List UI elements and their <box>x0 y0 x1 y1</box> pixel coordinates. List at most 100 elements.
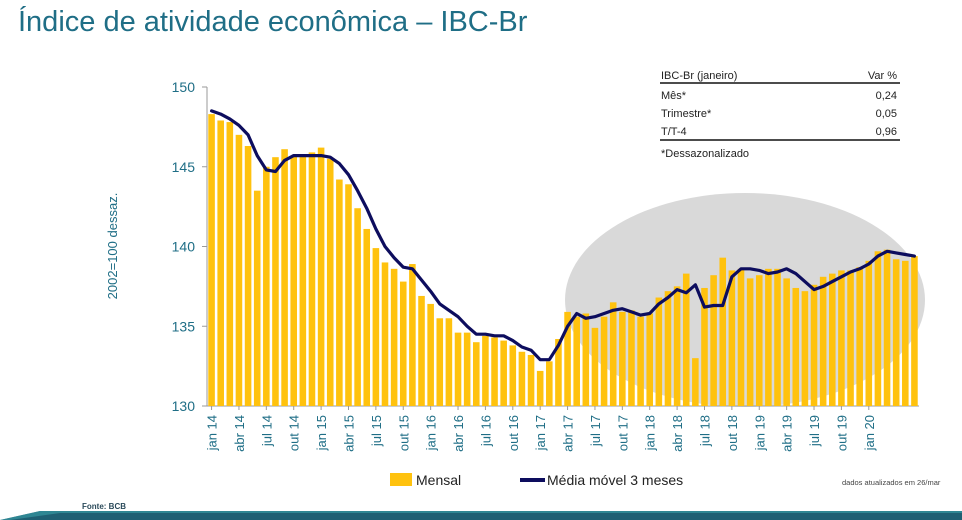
bar <box>317 147 325 407</box>
bar <box>619 311 626 406</box>
bar <box>235 134 243 406</box>
bar <box>892 259 900 406</box>
bar <box>454 332 462 406</box>
bar <box>564 311 571 406</box>
bar <box>253 190 261 406</box>
x-tick-label: abr 18 <box>670 415 685 452</box>
bar <box>819 276 827 406</box>
bar <box>208 114 215 407</box>
bar <box>445 318 453 406</box>
bar <box>491 337 498 406</box>
x-tick-label: jan 17 <box>533 415 548 451</box>
bar <box>390 268 398 406</box>
x-tick-label: abr 19 <box>780 415 795 452</box>
bar <box>472 342 480 406</box>
bar <box>701 287 708 406</box>
legend-bar-label: Mensal <box>416 472 461 488</box>
legend-bar-swatch <box>390 473 412 486</box>
source-note: Fonte: BCB <box>82 502 126 511</box>
x-tick-label: out 15 <box>396 415 411 451</box>
x-tick-label: out 18 <box>725 415 740 451</box>
x-tick-label: jan 19 <box>752 415 767 451</box>
bar <box>673 286 681 406</box>
bar <box>664 291 672 406</box>
x-tick-label: abr 16 <box>451 415 466 452</box>
bar <box>792 287 800 406</box>
bar <box>427 303 434 406</box>
bar <box>345 184 352 406</box>
x-tick-label: jan 20 <box>862 415 877 451</box>
x-tick-label: out 19 <box>834 415 849 451</box>
x-tick-label: jul 15 <box>369 415 384 447</box>
bar <box>783 278 790 406</box>
bar <box>737 268 745 406</box>
info-table-footnote: *Dessazonalizado <box>661 148 749 160</box>
bar <box>436 318 444 406</box>
bar <box>765 268 772 406</box>
bar <box>637 316 644 406</box>
x-tick-label: abr 15 <box>342 415 357 452</box>
bar <box>399 281 407 406</box>
x-tick-label: jul 19 <box>807 415 822 447</box>
bar <box>865 260 873 406</box>
bar <box>600 316 608 406</box>
legend-line-label: Média móvel 3 meses <box>547 472 683 488</box>
x-tick-label: jul 16 <box>478 415 493 447</box>
bar <box>409 264 416 406</box>
bar <box>381 262 389 406</box>
bar <box>692 358 699 406</box>
y-axis-label: 2002=100 dessaz. <box>105 193 120 300</box>
info-table-row-value: 0,96 <box>876 126 897 138</box>
bar <box>463 332 471 406</box>
bar <box>883 249 891 406</box>
bar <box>810 284 818 406</box>
footer-band <box>0 511 962 520</box>
bar <box>536 370 544 406</box>
x-tick-label: jul 14 <box>259 415 274 447</box>
x-tick-label: jul 17 <box>588 415 603 447</box>
bar <box>801 291 809 406</box>
info-table-row-value: 0,05 <box>876 108 897 120</box>
bar <box>828 273 836 406</box>
bar <box>591 327 599 406</box>
y-tick-label: 150 <box>172 79 196 95</box>
info-table-row-label: Trimestre* <box>661 108 712 120</box>
bar <box>518 351 526 406</box>
update-note: dados atualizados em 26/mar <box>842 478 941 487</box>
bar <box>609 302 617 406</box>
bar <box>482 335 489 406</box>
bar <box>774 268 781 406</box>
bar <box>728 270 736 406</box>
bar <box>500 340 507 406</box>
bar <box>418 295 425 406</box>
y-tick-label: 140 <box>172 239 196 255</box>
x-tick-label: abr 17 <box>561 415 576 452</box>
bar <box>902 260 909 406</box>
bar <box>719 257 727 406</box>
bar <box>682 273 690 406</box>
bar <box>646 313 654 406</box>
bar <box>509 345 517 406</box>
x-tick-label: abr 14 <box>232 415 247 452</box>
bar <box>573 316 580 406</box>
info-table-header-label: IBC-Br (janeiro) <box>661 70 737 82</box>
bar <box>372 248 380 406</box>
bar <box>244 146 252 406</box>
bar <box>527 354 535 406</box>
bar <box>582 313 590 406</box>
x-tick-label: jan 18 <box>643 415 658 451</box>
x-tick-label: out 17 <box>615 415 630 451</box>
bar <box>363 228 371 406</box>
y-tick-label: 145 <box>172 159 196 175</box>
x-tick-label: jan 14 <box>205 415 220 451</box>
bar <box>281 149 288 406</box>
bar <box>354 208 361 406</box>
bar <box>263 166 270 406</box>
bar <box>856 267 863 406</box>
x-tick-label: out 16 <box>506 415 521 451</box>
bar <box>838 270 845 406</box>
info-table-row-label: Mês* <box>661 90 687 102</box>
bar <box>628 310 635 406</box>
x-tick-label: jul 18 <box>698 415 713 447</box>
bar <box>308 152 316 406</box>
